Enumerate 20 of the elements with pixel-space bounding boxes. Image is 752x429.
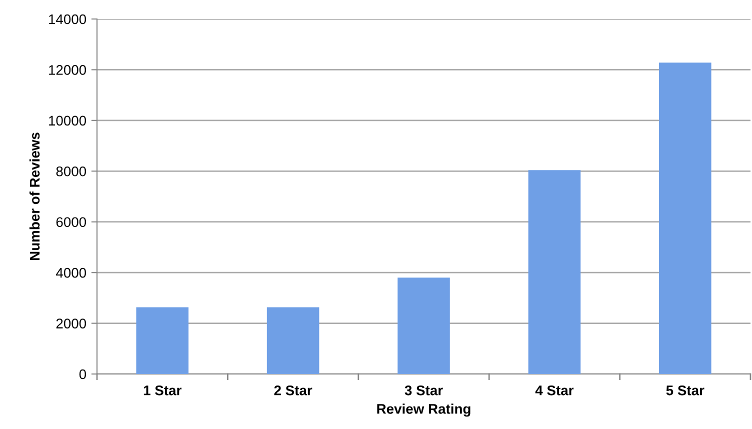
x-axis-title: Review Rating	[377, 404, 470, 417]
bar	[659, 62, 712, 374]
y-tick-label: 2000	[56, 318, 86, 328]
x-tick-label: 4 Star	[535, 385, 574, 396]
y-tick-label: 14000	[49, 14, 86, 24]
x-tick-label: 5 Star	[666, 385, 704, 396]
y-tick-label: 6000	[56, 217, 86, 228]
bar	[398, 278, 450, 374]
y-tick-label: 12000	[49, 65, 86, 75]
bar	[136, 307, 188, 374]
y-tick-label: 10000	[49, 116, 86, 126]
y-axis-title: Number of Reviews	[29, 132, 40, 260]
x-tick-label: 3 Star	[404, 385, 443, 396]
x-tick-label: 2 Star	[274, 385, 312, 396]
x-tick-label: 1 Star	[144, 385, 182, 396]
y-tick-label: 8000	[56, 166, 86, 176]
y-tick-label: 0	[79, 369, 86, 380]
bar	[266, 307, 320, 374]
y-tick-label: 4000	[56, 268, 86, 278]
bar	[528, 170, 581, 374]
